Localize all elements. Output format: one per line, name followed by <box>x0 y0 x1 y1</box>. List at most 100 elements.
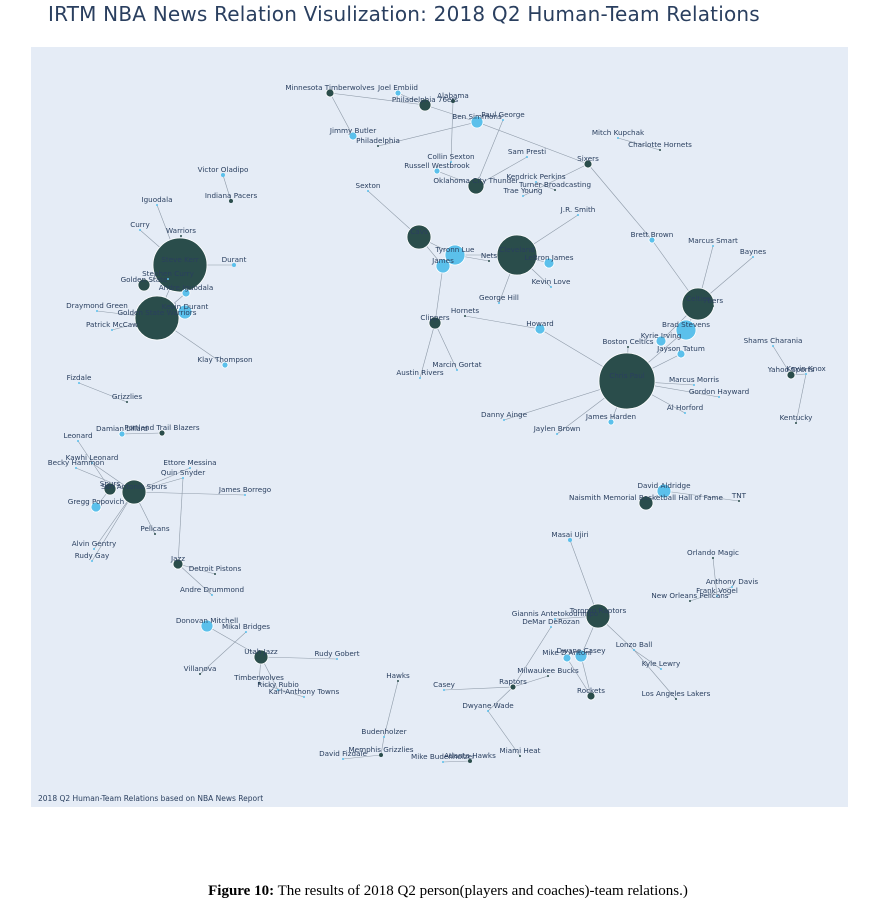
node-sam-presti[interactable] <box>526 156 528 158</box>
node-brett-brown[interactable] <box>648 236 656 244</box>
node-fizdale[interactable] <box>78 382 80 384</box>
node-joel-embiid[interactable] <box>394 89 402 97</box>
node-sexton[interactable] <box>367 190 369 192</box>
node-steve-kerr[interactable] <box>152 237 208 293</box>
node-iguodala[interactable] <box>156 204 158 206</box>
node-kentucky[interactable] <box>795 422 797 424</box>
node-pelicans[interactable] <box>154 533 156 535</box>
node-charlotte-hornets[interactable] <box>659 149 661 151</box>
node-tnt[interactable] <box>738 500 740 502</box>
node-danny-ainge[interactable] <box>503 419 505 421</box>
node-draymond-green[interactable] <box>96 310 98 312</box>
node-rudy-gay[interactable] <box>91 560 93 562</box>
node-utah-jazz[interactable] <box>253 649 269 665</box>
node-jaylen-brown[interactable] <box>556 433 558 435</box>
node-mitch-kupchak[interactable] <box>617 137 619 139</box>
node-grizzlies[interactable] <box>126 401 128 403</box>
node-philadelphia[interactable] <box>377 145 379 147</box>
node-anthony-davis[interactable] <box>731 586 733 588</box>
node-new-orleans-pelicans[interactable] <box>689 600 691 602</box>
node-boston-celtics[interactable] <box>627 346 629 348</box>
node-turner-broadcasting[interactable] <box>554 189 556 191</box>
node-alvin-gentry[interactable] <box>93 548 95 550</box>
node-donovan-mitchell[interactable] <box>200 619 214 633</box>
node-durant[interactable] <box>232 263 236 267</box>
node-hornets[interactable] <box>464 315 466 317</box>
node-stephen-curry[interactable] <box>167 278 169 280</box>
node-76ers[interactable] <box>712 305 714 307</box>
node-kyle-lewry[interactable] <box>660 668 662 670</box>
node-jimmy-butler[interactable] <box>348 131 358 141</box>
node-trae-young[interactable] <box>522 195 524 197</box>
node-cleveland[interactable] <box>496 234 538 276</box>
node-cavs[interactable] <box>406 224 432 250</box>
node-marcus-smart[interactable] <box>712 245 714 247</box>
node-kyrie-irving[interactable] <box>655 335 667 347</box>
node-marcin-gortat[interactable] <box>456 369 458 371</box>
node-atlanta-hawks[interactable] <box>468 759 472 763</box>
node-david-fizdale[interactable] <box>342 758 344 760</box>
node-curry[interactable] <box>139 229 141 231</box>
node-karl-anthony-towns[interactable] <box>303 696 305 698</box>
node-san-antonio-spurs[interactable] <box>121 479 147 505</box>
node-dwane-casey[interactable] <box>574 649 588 663</box>
node-mike-d-antoni[interactable] <box>562 653 572 663</box>
node-russell-westbrook[interactable] <box>433 167 441 175</box>
node-lebron-james[interactable] <box>543 257 555 269</box>
node-marcus-morris[interactable] <box>693 384 695 386</box>
node-giannis-antetokounmpo[interactable] <box>554 618 556 620</box>
node-celtics[interactable] <box>681 287 715 321</box>
node-becky-hammon[interactable] <box>75 467 77 469</box>
node-yahoo-sports[interactable] <box>786 370 796 380</box>
node-shams-charania[interactable] <box>772 345 774 347</box>
node-gordon-hayward[interactable] <box>718 396 720 398</box>
node-james[interactable] <box>435 258 451 274</box>
node-oklahoma-city-thunder[interactable] <box>467 177 485 195</box>
node-al-horford[interactable] <box>684 412 686 414</box>
node-alabama[interactable] <box>451 99 455 103</box>
node-collin-sexton[interactable] <box>450 161 452 163</box>
node-howard[interactable] <box>534 323 546 335</box>
node-minnesota-timberwolves[interactable] <box>325 88 335 98</box>
node-golden-state-warriors[interactable] <box>134 295 180 341</box>
node-baynes[interactable] <box>752 256 754 258</box>
node-indiana-pacers[interactable] <box>229 199 233 203</box>
node-jazz[interactable] <box>172 558 184 570</box>
node-timberwolves[interactable] <box>258 682 260 684</box>
node-dwyane-wade[interactable] <box>487 710 489 712</box>
node-demar-derozan[interactable] <box>550 626 552 628</box>
node-damian-lillard[interactable] <box>118 430 126 438</box>
node-paul-george[interactable] <box>502 119 504 121</box>
node-ricky-rubio[interactable] <box>277 689 279 691</box>
node-tyronn-lue[interactable] <box>444 244 466 266</box>
node-david-aldridge[interactable] <box>656 483 672 499</box>
node-los-angeles-lakers[interactable] <box>675 698 677 700</box>
node-kevin-love[interactable] <box>550 286 552 288</box>
network-graph[interactable]: Minnesota Timberwolves Joel Embiid Philade… <box>31 47 848 807</box>
node-philadelphia-76ers[interactable] <box>418 98 432 112</box>
node-lonzo-ball[interactable] <box>633 649 635 651</box>
node-george-hill[interactable] <box>498 302 500 304</box>
node-sixers[interactable] <box>583 159 593 169</box>
node-chris-paul[interactable] <box>598 352 656 410</box>
node-toronto-raptors[interactable] <box>585 603 611 629</box>
node-portland-trail-blazers[interactable] <box>158 429 166 437</box>
node-miami-heat[interactable] <box>519 755 521 757</box>
node-frank-vogel[interactable] <box>716 595 718 597</box>
node-gregg-popovich[interactable] <box>90 501 102 513</box>
node-andre-drummond[interactable] <box>211 594 213 596</box>
node-spurs[interactable] <box>103 482 117 496</box>
node-naismith-memorial-basketball-hall-of-fame[interactable] <box>638 495 654 511</box>
node-raptors[interactable] <box>509 683 517 691</box>
node-casey[interactable] <box>443 689 445 691</box>
node-mike-budenholzer[interactable] <box>442 761 444 763</box>
node-nets[interactable] <box>488 260 490 262</box>
node-ettore-messina[interactable] <box>189 467 191 469</box>
node-kevin-knox[interactable] <box>805 373 807 375</box>
node-klay-thompson[interactable] <box>221 361 229 369</box>
node-milwaukee-bucks[interactable] <box>547 675 549 677</box>
node-villanova[interactable] <box>199 673 201 675</box>
node-james-borrego[interactable] <box>244 494 246 496</box>
node-rudy-gobert[interactable] <box>336 658 338 660</box>
node-kendrick-perkins[interactable] <box>535 181 537 183</box>
